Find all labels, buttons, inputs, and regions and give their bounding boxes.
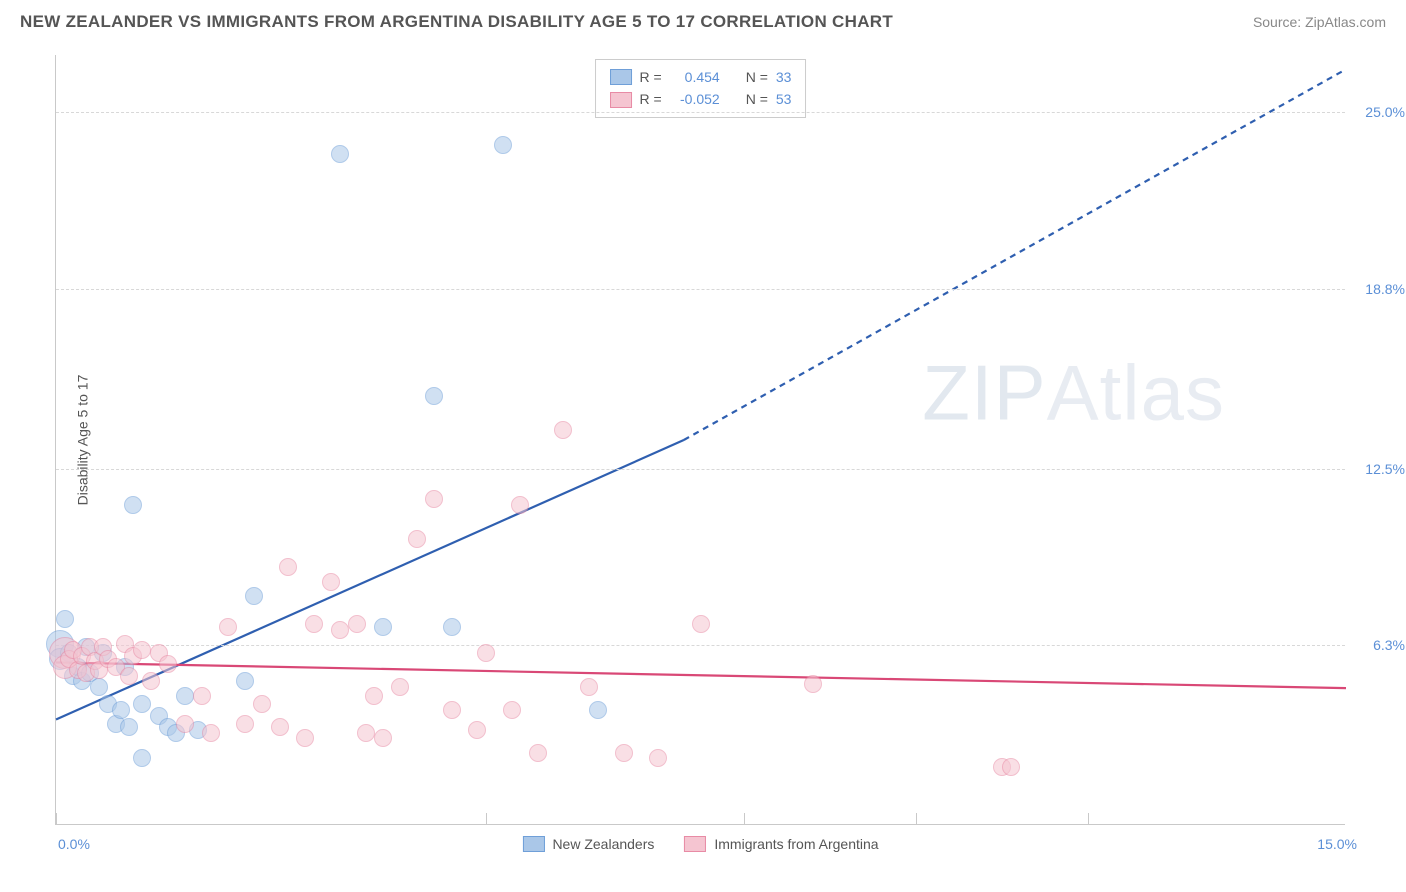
data-point bbox=[357, 724, 375, 742]
data-point bbox=[331, 621, 349, 639]
swatch-ar-bottom bbox=[684, 836, 706, 852]
data-point bbox=[322, 573, 340, 591]
data-point bbox=[692, 615, 710, 633]
r-label-nz: R = bbox=[640, 66, 662, 88]
data-point bbox=[503, 701, 521, 719]
x-tick bbox=[744, 813, 745, 825]
x-tick bbox=[486, 813, 487, 825]
data-point bbox=[90, 678, 108, 696]
data-point bbox=[193, 687, 211, 705]
gridline-h bbox=[56, 289, 1345, 290]
data-point bbox=[253, 695, 271, 713]
x-tick bbox=[1088, 813, 1089, 825]
r-value-ar: -0.052 bbox=[670, 88, 720, 110]
n-value-nz: 33 bbox=[776, 66, 792, 88]
data-point bbox=[56, 610, 74, 628]
series-legend: New Zealanders Immigrants from Argentina bbox=[522, 836, 878, 852]
data-point bbox=[425, 387, 443, 405]
data-point bbox=[443, 618, 461, 636]
x-tick bbox=[916, 813, 917, 825]
plot-container: Disability Age 5 to 17 ZIPAtlas R = 0.45… bbox=[55, 55, 1345, 825]
legend-item-ar: Immigrants from Argentina bbox=[684, 836, 878, 852]
data-point bbox=[365, 687, 383, 705]
swatch-ar bbox=[610, 92, 632, 108]
data-point bbox=[271, 718, 289, 736]
swatch-nz bbox=[610, 69, 632, 85]
data-point bbox=[124, 496, 142, 514]
data-point bbox=[120, 667, 138, 685]
data-point bbox=[159, 655, 177, 673]
n-label-ar: N = bbox=[746, 88, 768, 110]
data-point bbox=[236, 715, 254, 733]
n-value-ar: 53 bbox=[776, 88, 792, 110]
data-point bbox=[120, 718, 138, 736]
chart-title: NEW ZEALANDER VS IMMIGRANTS FROM ARGENTI… bbox=[20, 12, 893, 32]
y-tick-label: 25.0% bbox=[1350, 104, 1405, 120]
data-point bbox=[408, 530, 426, 548]
y-tick-label: 12.5% bbox=[1350, 461, 1405, 477]
n-label-nz: N = bbox=[746, 66, 768, 88]
data-point bbox=[331, 145, 349, 163]
data-point bbox=[245, 587, 263, 605]
data-point bbox=[494, 136, 512, 154]
data-point bbox=[468, 721, 486, 739]
data-point bbox=[615, 744, 633, 762]
data-point bbox=[296, 729, 314, 747]
data-point bbox=[804, 675, 822, 693]
data-point bbox=[142, 672, 160, 690]
y-tick-label: 18.8% bbox=[1350, 281, 1405, 297]
data-point bbox=[529, 744, 547, 762]
r-value-nz: 0.454 bbox=[670, 66, 720, 88]
gridline-h bbox=[56, 645, 1345, 646]
source-label: Source: ZipAtlas.com bbox=[1253, 14, 1386, 30]
data-point bbox=[133, 749, 151, 767]
data-point bbox=[305, 615, 323, 633]
data-point bbox=[443, 701, 461, 719]
data-point bbox=[511, 496, 529, 514]
legend-label-nz: New Zealanders bbox=[552, 836, 654, 852]
correlation-row-nz: R = 0.454 N = 33 bbox=[610, 66, 792, 88]
data-point bbox=[391, 678, 409, 696]
x-tick bbox=[56, 813, 57, 825]
data-point bbox=[649, 749, 667, 767]
x-tick-label-end: 15.0% bbox=[1317, 836, 1357, 852]
data-point bbox=[236, 672, 254, 690]
data-point bbox=[202, 724, 220, 742]
data-point bbox=[133, 695, 151, 713]
trend-lines-layer bbox=[56, 55, 1345, 824]
swatch-nz-bottom bbox=[522, 836, 544, 852]
y-tick-label: 6.3% bbox=[1350, 637, 1405, 653]
data-point bbox=[219, 618, 237, 636]
data-point bbox=[425, 490, 443, 508]
data-point bbox=[348, 615, 366, 633]
data-point bbox=[112, 701, 130, 719]
x-tick-label-start: 0.0% bbox=[58, 836, 90, 852]
data-point bbox=[477, 644, 495, 662]
plot-area: ZIPAtlas R = 0.454 N = 33 R = -0.052 N =… bbox=[55, 55, 1345, 825]
gridline-h bbox=[56, 112, 1345, 113]
data-point bbox=[133, 641, 151, 659]
data-point bbox=[374, 618, 392, 636]
correlation-legend: R = 0.454 N = 33 R = -0.052 N = 53 bbox=[595, 59, 807, 118]
data-point bbox=[580, 678, 598, 696]
data-point bbox=[554, 421, 572, 439]
data-point bbox=[176, 687, 194, 705]
legend-label-ar: Immigrants from Argentina bbox=[714, 836, 878, 852]
gridline-h bbox=[56, 469, 1345, 470]
data-point bbox=[279, 558, 297, 576]
data-point bbox=[1002, 758, 1020, 776]
trend-line bbox=[684, 69, 1346, 440]
data-point bbox=[589, 701, 607, 719]
correlation-row-ar: R = -0.052 N = 53 bbox=[610, 88, 792, 110]
r-label-ar: R = bbox=[640, 88, 662, 110]
data-point bbox=[176, 715, 194, 733]
legend-item-nz: New Zealanders bbox=[522, 836, 654, 852]
data-point bbox=[374, 729, 392, 747]
chart-header: NEW ZEALANDER VS IMMIGRANTS FROM ARGENTI… bbox=[20, 12, 1386, 32]
